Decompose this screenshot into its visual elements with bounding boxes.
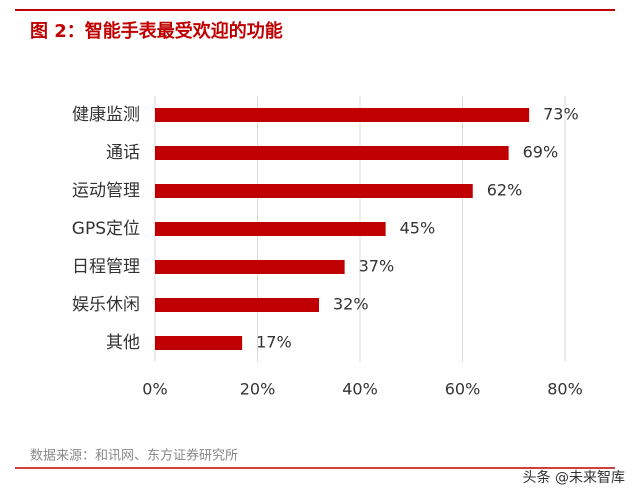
y-tick-label: 日程管理 bbox=[72, 257, 140, 277]
x-tick-label: 80% bbox=[547, 380, 583, 399]
chart-title: 图 2：智能手表最受欢迎的功能 bbox=[30, 20, 283, 42]
value-label: 17% bbox=[256, 333, 292, 352]
bar bbox=[155, 184, 473, 198]
x-tick-label: 0% bbox=[142, 380, 167, 399]
watermark: 头条 @未来智库 bbox=[523, 469, 625, 486]
bar bbox=[155, 298, 319, 312]
y-tick-label: 健康监测 bbox=[72, 105, 140, 125]
value-label: 45% bbox=[400, 219, 436, 238]
value-label: 32% bbox=[333, 295, 369, 314]
value-label: 37% bbox=[359, 257, 395, 276]
bar bbox=[155, 108, 530, 122]
x-tick-label: 20% bbox=[240, 380, 276, 399]
y-tick-label: 其他 bbox=[106, 333, 140, 353]
y-tick-label: GPS定位 bbox=[72, 219, 140, 239]
value-label: 69% bbox=[523, 143, 559, 162]
value-label: 62% bbox=[487, 181, 523, 200]
source-note: 数据来源：和讯网、东方证券研究所 bbox=[30, 448, 238, 464]
y-tick-label: 通话 bbox=[106, 143, 140, 163]
y-tick-label: 娱乐休闲 bbox=[72, 295, 140, 315]
bar bbox=[155, 146, 509, 160]
bar bbox=[155, 336, 243, 350]
y-tick-label: 运动管理 bbox=[72, 181, 140, 201]
bar bbox=[155, 260, 345, 274]
x-tick-label: 40% bbox=[342, 380, 378, 399]
plot-area: 0% 20% 40% 60% 80% 健康监测 73% 通话 69% 运动管理 62% GPS定位 45… bbox=[72, 96, 583, 399]
x-tick-label: 60% bbox=[445, 380, 481, 399]
bar bbox=[155, 222, 386, 236]
value-label: 73% bbox=[543, 105, 579, 124]
